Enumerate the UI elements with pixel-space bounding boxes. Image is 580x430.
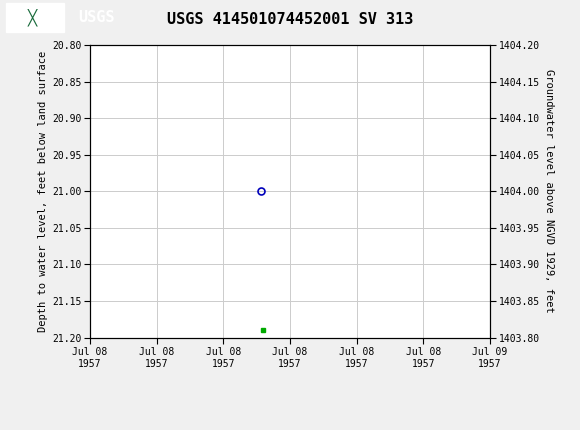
Text: USGS 414501074452001 SV 313: USGS 414501074452001 SV 313 [167, 12, 413, 27]
Y-axis label: Groundwater level above NGVD 1929, feet: Groundwater level above NGVD 1929, feet [543, 70, 554, 313]
Text: ╳: ╳ [27, 9, 37, 26]
Y-axis label: Depth to water level, feet below land surface: Depth to water level, feet below land su… [38, 51, 48, 332]
FancyBboxPatch shape [6, 3, 64, 32]
Text: USGS: USGS [78, 10, 115, 25]
